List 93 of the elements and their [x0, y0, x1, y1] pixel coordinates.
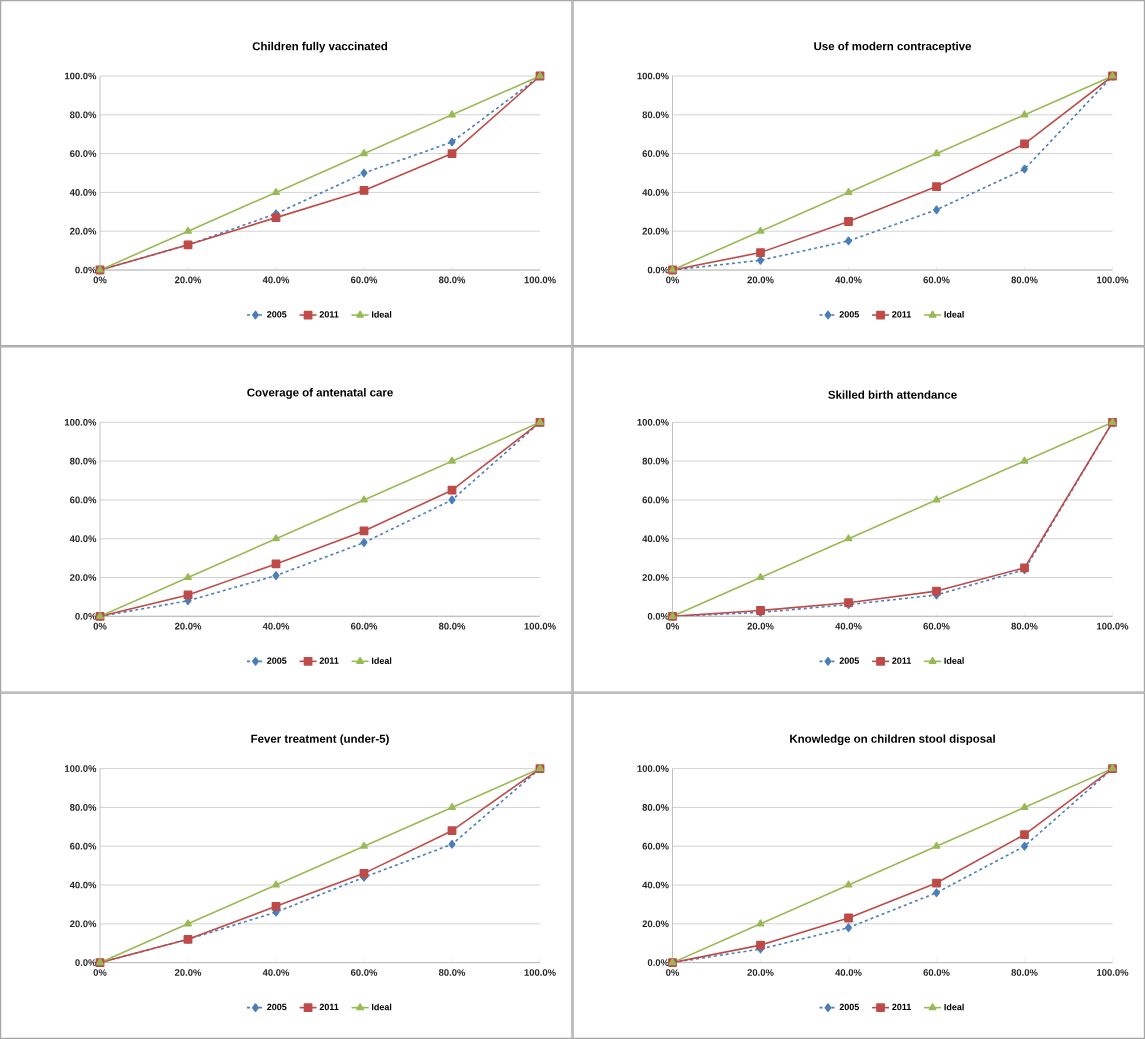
legend-label: Ideal: [944, 1003, 964, 1011]
y-tick-label: 60.0%: [642, 842, 669, 850]
legend-label: 2011: [892, 1003, 912, 1011]
x-tick-label: 0%: [666, 969, 680, 976]
x-tick-label: 20.0%: [174, 622, 202, 630]
x-tick-label: 40.0%: [835, 276, 862, 284]
y-tick-label: 0.0%: [75, 612, 97, 620]
x-tick-label: 100.0%: [1097, 276, 1129, 284]
x-tick-label: 100.0%: [1097, 969, 1129, 976]
y-tick-label: 40.0%: [69, 881, 97, 889]
legend-label: 2005: [267, 1003, 287, 1011]
x-tick-label: 60.0%: [350, 276, 378, 284]
legend-label: Ideal: [371, 657, 392, 664]
y-tick-label: 40.0%: [69, 189, 97, 196]
legend-label: 2011: [319, 657, 339, 664]
y-tick-label: 80.0%: [642, 457, 669, 465]
x-tick-label: 20.0%: [174, 969, 202, 976]
y-tick-label: 20.0%: [642, 227, 669, 235]
legend-label: Ideal: [371, 1003, 392, 1011]
x-tick-label: 60.0%: [923, 969, 950, 976]
chart-title: Children fully vaccinated: [252, 41, 388, 53]
legend-label: 2011: [319, 1003, 339, 1011]
y-tick-label: 80.0%: [69, 804, 97, 811]
y-tick-label: 20.0%: [642, 574, 669, 581]
y-tick-label: 60.0%: [642, 150, 669, 157]
x-tick-label: 80.0%: [438, 622, 466, 630]
legend-label: Ideal: [371, 311, 392, 318]
legend-label: 2011: [319, 311, 339, 318]
x-tick-label: 20.0%: [747, 622, 774, 630]
y-tick-label: 40.0%: [69, 535, 97, 543]
legend-label: 2005: [839, 657, 859, 664]
y-tick-label: 80.0%: [642, 111, 669, 119]
legend-label: 2005: [839, 311, 859, 318]
x-tick-label: 100.0%: [1097, 622, 1129, 630]
x-tick-label: 60.0%: [923, 622, 950, 630]
x-tick-label: 80.0%: [438, 969, 466, 976]
chart-title: Fever treatment (under-5): [251, 734, 389, 746]
x-tick-label: 100.0%: [524, 622, 556, 630]
legend-label: Ideal: [944, 657, 964, 664]
x-tick-label: 0%: [666, 276, 680, 284]
y-tick-label: 60.0%: [642, 496, 669, 504]
x-tick-label: 20.0%: [747, 969, 774, 976]
x-tick-label: 80.0%: [438, 276, 466, 284]
x-tick-label: 100.0%: [524, 276, 556, 284]
x-tick-label: 40.0%: [262, 969, 290, 976]
x-tick-label: 40.0%: [262, 622, 290, 630]
y-tick-label: 80.0%: [642, 804, 669, 811]
y-tick-label: 80.0%: [69, 457, 97, 465]
x-tick-label: 40.0%: [835, 622, 862, 630]
y-tick-label: 60.0%: [70, 150, 97, 157]
y-tick-label: 40.0%: [642, 535, 669, 543]
legend-label: 2005: [267, 311, 287, 318]
x-tick-label: 20.0%: [747, 276, 774, 284]
legend-label: 2005: [839, 1003, 859, 1011]
y-tick-label: 80.0%: [69, 111, 97, 119]
y-tick-label: 20.0%: [69, 227, 97, 235]
y-tick-label: 40.0%: [642, 881, 669, 889]
x-tick-label: 0%: [93, 622, 107, 630]
x-tick-label: 60.0%: [350, 969, 378, 976]
y-tick-label: 100.0%: [64, 72, 97, 80]
y-tick-label: 100.0%: [637, 72, 669, 80]
x-tick-label: 20.0%: [174, 276, 202, 284]
y-tick-label: 0.0%: [75, 266, 97, 274]
chart-title: Knowledge on children stool disposal: [790, 734, 995, 746]
x-tick-label: 0%: [666, 622, 680, 630]
y-tick-label: 100.0%: [64, 765, 97, 772]
x-tick-label: 0%: [93, 969, 107, 976]
chart-title: Coverage of antenatal care: [247, 388, 393, 399]
chart-title: Use of modern contraceptive: [814, 41, 972, 53]
x-tick-label: 80.0%: [1011, 622, 1038, 630]
x-tick-label: 100.0%: [524, 969, 556, 976]
x-tick-label: 40.0%: [835, 969, 862, 976]
y-tick-label: 20.0%: [69, 574, 97, 581]
x-tick-label: 60.0%: [350, 622, 378, 630]
y-tick-label: 40.0%: [642, 189, 669, 196]
y-tick-label: 20.0%: [69, 920, 97, 928]
y-tick-label: 100.0%: [637, 418, 669, 426]
y-tick-label: 100.0%: [64, 418, 97, 426]
y-tick-label: 20.0%: [642, 920, 669, 928]
y-tick-label: 60.0%: [70, 842, 97, 850]
y-tick-label: 100.0%: [637, 765, 669, 772]
legend-label: 2011: [892, 657, 912, 664]
x-tick-label: 0%: [93, 276, 107, 284]
x-tick-label: 80.0%: [1011, 969, 1038, 976]
legend-label: 2005: [267, 657, 287, 664]
legend-label: 2011: [892, 311, 912, 318]
x-tick-label: 80.0%: [1011, 276, 1038, 284]
y-tick-label: 0.0%: [75, 959, 97, 966]
legend-label: Ideal: [944, 311, 964, 318]
chart-title: Skilled birth attendance: [828, 390, 957, 399]
x-tick-label: 40.0%: [262, 276, 290, 284]
x-tick-label: 60.0%: [923, 276, 950, 284]
y-tick-label: 60.0%: [70, 496, 97, 504]
